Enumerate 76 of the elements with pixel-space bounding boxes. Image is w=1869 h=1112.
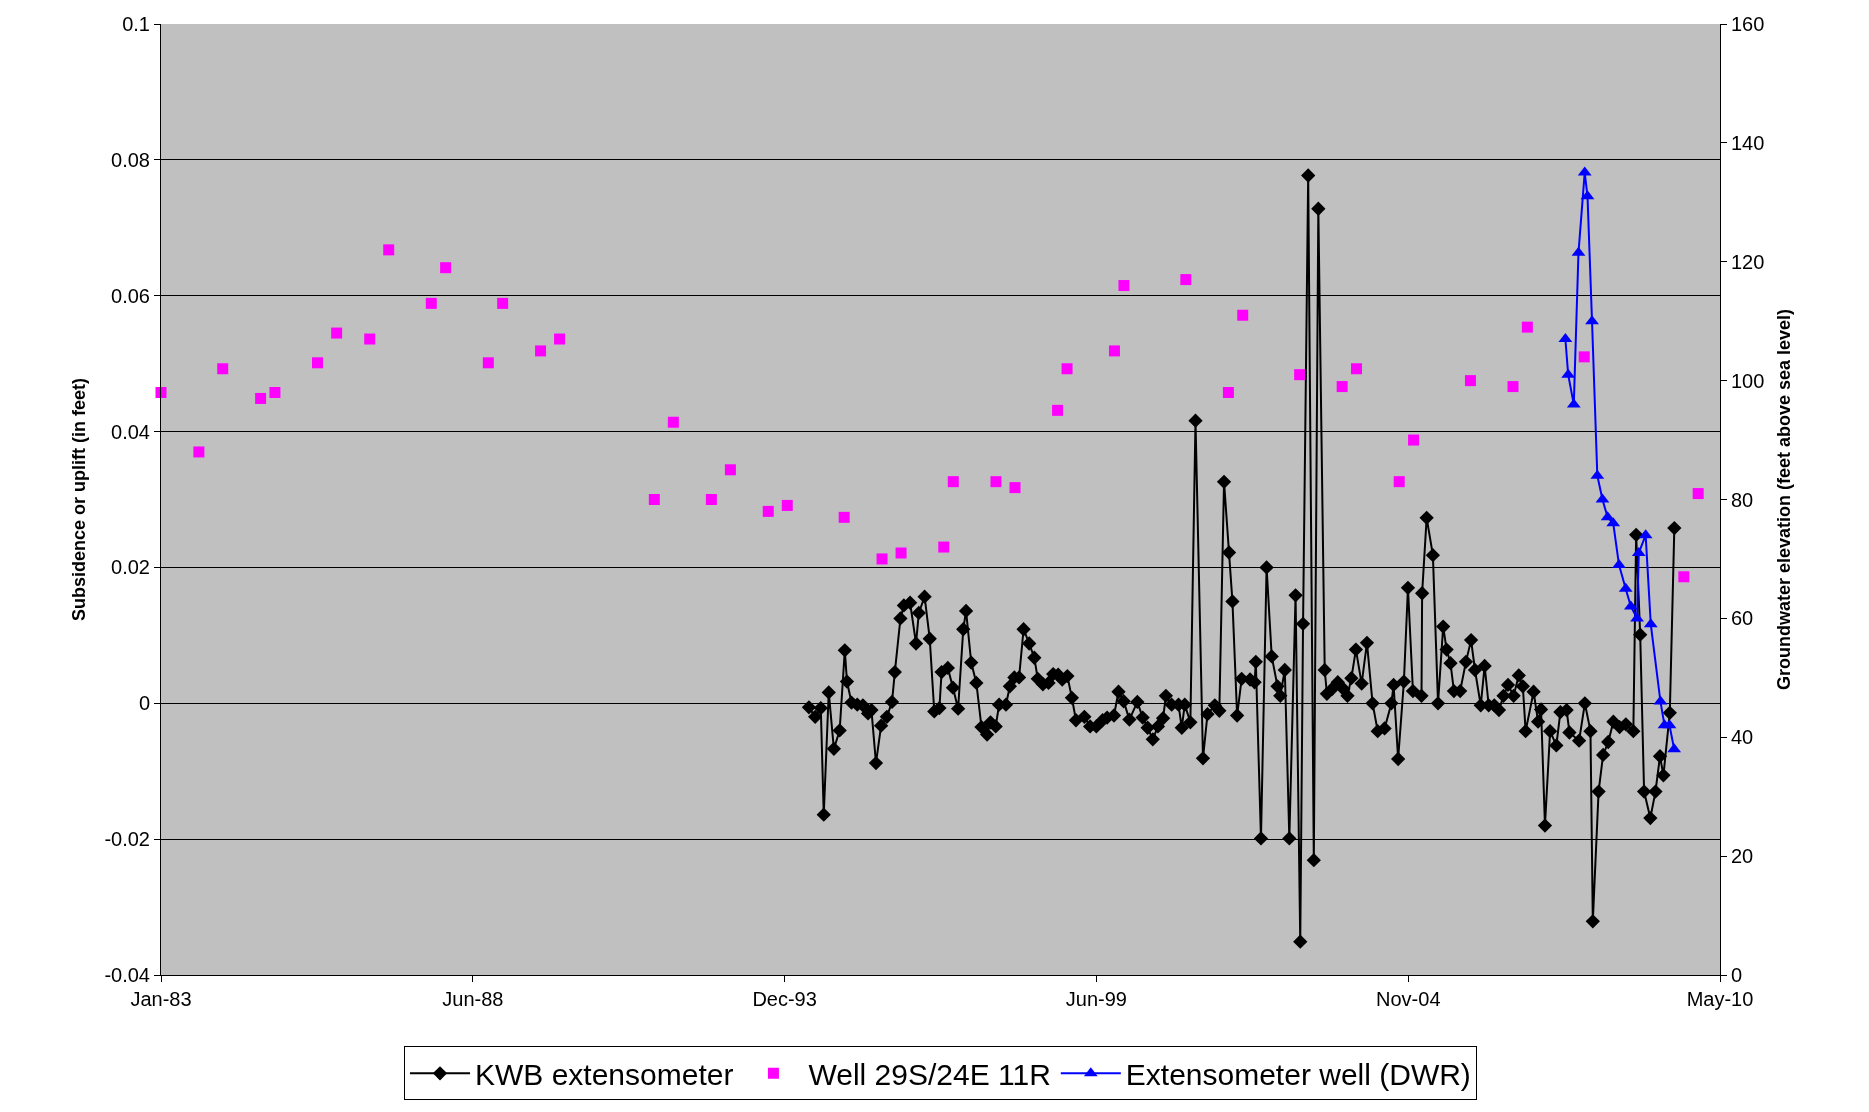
point [762, 505, 774, 517]
point [648, 494, 660, 505]
point [1393, 476, 1405, 488]
point [331, 327, 343, 339]
y2-tick-label: 0 [1731, 964, 1743, 986]
y-tick-label: -0.02 [104, 828, 150, 851]
point [1464, 375, 1476, 387]
point [990, 476, 1002, 488]
y2-axis-title: Groundwater elevation (feet above sea level) [1774, 308, 1795, 691]
point [876, 553, 888, 565]
point [1180, 274, 1192, 286]
point [440, 262, 452, 274]
point [1507, 381, 1519, 393]
y-tick-label: 0.04 [111, 420, 150, 443]
y-tick-label: 0 [138, 692, 150, 715]
y-axis-title: Subsidence or uplift (in feet) [68, 377, 89, 622]
point [1408, 434, 1420, 446]
point [482, 357, 494, 369]
point [1294, 369, 1306, 381]
point [1222, 387, 1234, 399]
point [269, 387, 281, 399]
y-tick-label: 0.08 [111, 148, 150, 171]
point [1678, 571, 1690, 583]
y2-tick-label: 20 [1731, 845, 1754, 868]
x-tick-label: Jun-99 [1065, 988, 1127, 1010]
point [383, 244, 395, 256]
point [497, 297, 509, 309]
point [1009, 482, 1021, 494]
point [1521, 321, 1533, 333]
point [705, 494, 717, 505]
x-tick-label: Jan-83 [130, 988, 192, 1010]
point [1237, 309, 1249, 321]
y2-tick-label: 100 [1731, 369, 1765, 392]
y-tick-label: 0.1 [122, 13, 150, 35]
point [1052, 404, 1064, 416]
point [255, 392, 267, 404]
legend-label: KWB extensometer [475, 1058, 734, 1092]
point [425, 297, 437, 309]
y2-tick-label: 60 [1731, 607, 1754, 630]
point [1351, 363, 1363, 375]
y-tick-label: 0.02 [111, 556, 150, 579]
x-tick-label: Dec-93 [752, 988, 817, 1010]
point [1336, 381, 1348, 393]
point [554, 333, 566, 345]
point [895, 547, 907, 559]
point [724, 464, 736, 476]
point [364, 333, 376, 345]
x-tick-label: Jun-88 [442, 988, 504, 1010]
point [1061, 363, 1073, 375]
point [947, 476, 959, 488]
point [1118, 280, 1130, 292]
x-tick-label: Nov-04 [1376, 988, 1441, 1010]
y2-tick-label: 40 [1731, 726, 1754, 749]
y-tick-label: 0.06 [111, 284, 150, 307]
y2-tick-label: 80 [1731, 488, 1754, 511]
point [781, 499, 793, 511]
y2-tick-label: 120 [1731, 250, 1765, 273]
legend-label: Well 29S/24E 11R [808, 1058, 1051, 1092]
point [1612, 558, 1626, 568]
legend-label: Extensometer well (DWR) [1125, 1058, 1471, 1092]
y-tick-label: -0.04 [104, 964, 150, 986]
point [1692, 488, 1704, 500]
x-tick-label: May-10 [1686, 988, 1754, 1010]
y2-tick-label: 140 [1731, 131, 1765, 154]
point [1585, 315, 1599, 325]
point [1578, 351, 1590, 363]
point [667, 416, 679, 428]
y2-tick-label: 160 [1731, 13, 1765, 35]
point [838, 511, 850, 523]
point [155, 387, 167, 399]
point [311, 357, 323, 369]
point [217, 363, 229, 375]
point [1108, 345, 1120, 357]
point [938, 541, 950, 553]
point [535, 345, 547, 357]
point [193, 446, 205, 458]
